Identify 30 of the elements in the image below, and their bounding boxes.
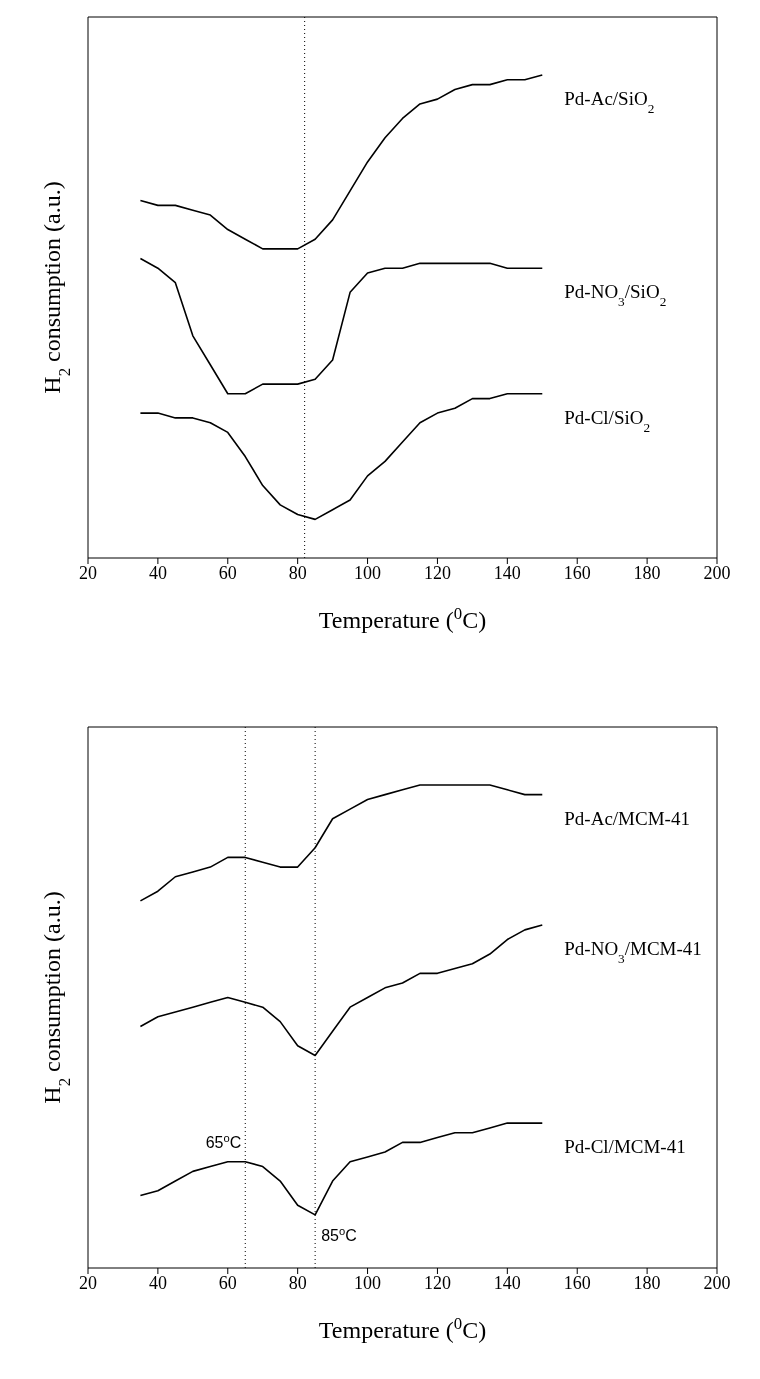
x-tick-label: 140 (493, 1272, 521, 1293)
x-axis-title: Temperature ($^{0}$C) (318, 1313, 487, 1343)
x-tick-label: 200 (703, 1272, 731, 1293)
x-tick-label: 40 (148, 1272, 167, 1293)
x-tick-label: 20 (79, 562, 97, 583)
series-label: Pd-NO$_{3}$/SiO$_{2}$ (564, 281, 667, 309)
x-tick-label: 60 (218, 1272, 237, 1293)
series-label: Pd-NO$_{3}$/MCM-41 (564, 938, 702, 966)
series-label: Pd-Ac/MCM-41 (564, 807, 690, 829)
x-tick-label: 80 (288, 1272, 307, 1293)
annotation: 85$^{o}$C (321, 1224, 357, 1244)
x-tick-label: 200 (703, 562, 731, 583)
series-label: Pd-Cl/SiO$_{2}$ (564, 406, 651, 435)
x-tick-label: 40 (148, 562, 167, 583)
series-label: Pd-Ac/SiO$_{2}$ (564, 87, 655, 116)
annotation: 65$^{o}$C (205, 1131, 242, 1151)
x-tick-label: 120 (423, 1272, 451, 1293)
x-axis-title: Temperature ($^{0}$C) (318, 603, 487, 633)
x-tick-label: 140 (493, 562, 521, 583)
x-tick-label: 100 (354, 1272, 382, 1293)
x-tick-label: 100 (354, 562, 382, 583)
x-tick-label: 120 (423, 562, 451, 583)
x-tick-label: 20 (79, 1272, 97, 1293)
x-tick-label: 160 (563, 562, 591, 583)
x-tick-label: 180 (633, 562, 661, 583)
series-label: Pd-Cl/MCM-41 (564, 1136, 686, 1158)
x-tick-label: 80 (288, 562, 307, 583)
x-tick-label: 160 (563, 1272, 591, 1293)
x-tick-label: 60 (218, 562, 237, 583)
x-tick-label: 180 (633, 1272, 661, 1293)
